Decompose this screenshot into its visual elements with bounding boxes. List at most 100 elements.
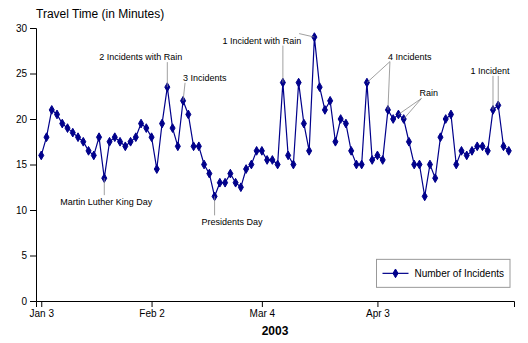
marker [469, 146, 474, 155]
axis-line [37, 302, 515, 308]
tick-mark [152, 301, 153, 307]
markers [39, 33, 512, 201]
marker [254, 146, 259, 155]
tick-mark [30, 165, 36, 166]
tick: 5 [21, 250, 36, 261]
annotation: 2 Incidents with Rain [99, 52, 182, 62]
y-axis: 0 5 10 15 20 25 30 [16, 23, 37, 307]
tick-mark [30, 74, 36, 75]
annotation: Rain [419, 88, 438, 98]
tick-label: 0 [21, 296, 27, 307]
marker [217, 178, 222, 187]
chart: Jan 3 Feb 2 Mar 4 Apr 3 0 5 10 15 20 25 30 Martin L… [0, 0, 528, 343]
marker [191, 142, 196, 151]
marker [328, 96, 333, 105]
marker [343, 119, 348, 128]
tick-mark [30, 119, 36, 120]
marker [475, 142, 480, 151]
marker [454, 160, 459, 169]
marker [76, 133, 81, 142]
annotation-line [214, 196, 215, 215]
marker [149, 133, 154, 142]
marker [186, 110, 191, 119]
marker [196, 142, 201, 151]
data-area [39, 33, 512, 201]
marker [501, 142, 506, 151]
annotation: Presidents Day [202, 217, 264, 227]
annotation-line [492, 76, 493, 110]
marker [223, 178, 228, 187]
marker [438, 133, 443, 142]
marker [107, 137, 112, 146]
annotation-line [388, 62, 390, 110]
annotation-line [183, 83, 185, 101]
annotation-line [367, 62, 390, 83]
marker [291, 160, 296, 169]
annotation-line [404, 98, 422, 119]
marker [370, 156, 375, 165]
marker [359, 160, 364, 169]
marker [139, 119, 144, 128]
tick: Apr 3 [366, 301, 390, 319]
annotation-line [498, 76, 499, 105]
tick: Mar 4 [250, 301, 276, 319]
marker [506, 146, 511, 155]
marker [123, 142, 128, 151]
tick: Feb 2 [139, 301, 165, 319]
marker [417, 160, 422, 169]
tick-mark [377, 301, 378, 307]
tick: 10 [16, 205, 36, 216]
marker [144, 124, 149, 133]
marker [97, 133, 102, 142]
marker [427, 160, 432, 169]
tick: 30 [16, 23, 36, 34]
tick-label: 30 [16, 23, 28, 34]
tick-label: Apr 3 [366, 308, 390, 319]
tick: 20 [16, 114, 36, 125]
marker [375, 151, 380, 160]
tick-mark [30, 256, 36, 257]
marker [133, 133, 138, 142]
annotations: Martin Luther King Day 2 Incidents with R… [60, 34, 510, 228]
marker [39, 151, 44, 160]
marker [60, 119, 65, 128]
annotation: 3 Incidents [183, 73, 227, 83]
marker [238, 183, 243, 192]
annotation-line [299, 34, 314, 38]
tick-label: 15 [16, 159, 28, 170]
annotation-line [282, 46, 283, 83]
marker [154, 165, 159, 174]
marker [175, 142, 180, 151]
x-axis: Jan 3 Feb 2 Mar 4 Apr 3 [30, 301, 515, 319]
marker [112, 133, 117, 142]
marker [349, 146, 354, 155]
tick: 0 [21, 296, 36, 307]
axis-line [30, 29, 37, 302]
marker [170, 124, 175, 133]
marker [464, 151, 469, 160]
marker [448, 110, 453, 119]
tick-mark [262, 301, 263, 307]
tick: Jan 3 [30, 301, 55, 319]
marker [317, 83, 322, 92]
legend: Number of Incidents [377, 259, 511, 287]
tick-label: 5 [21, 250, 27, 261]
marker [65, 124, 70, 133]
marker [459, 146, 464, 155]
marker [322, 106, 327, 115]
title: Travel Time (in Minutes) [36, 7, 164, 21]
marker [380, 156, 385, 165]
marker [485, 146, 490, 155]
marker [128, 137, 133, 146]
annotation: 1 Incident with Rain [223, 36, 302, 46]
marker [160, 119, 165, 128]
marker [333, 137, 338, 146]
marker [406, 137, 411, 146]
marker [91, 151, 96, 160]
marker [296, 78, 301, 87]
tick-label: 10 [16, 205, 28, 216]
annotation: Martin Luther King Day [60, 197, 153, 207]
marker [286, 151, 291, 160]
tick-label: 25 [16, 68, 28, 79]
marker [480, 142, 485, 151]
